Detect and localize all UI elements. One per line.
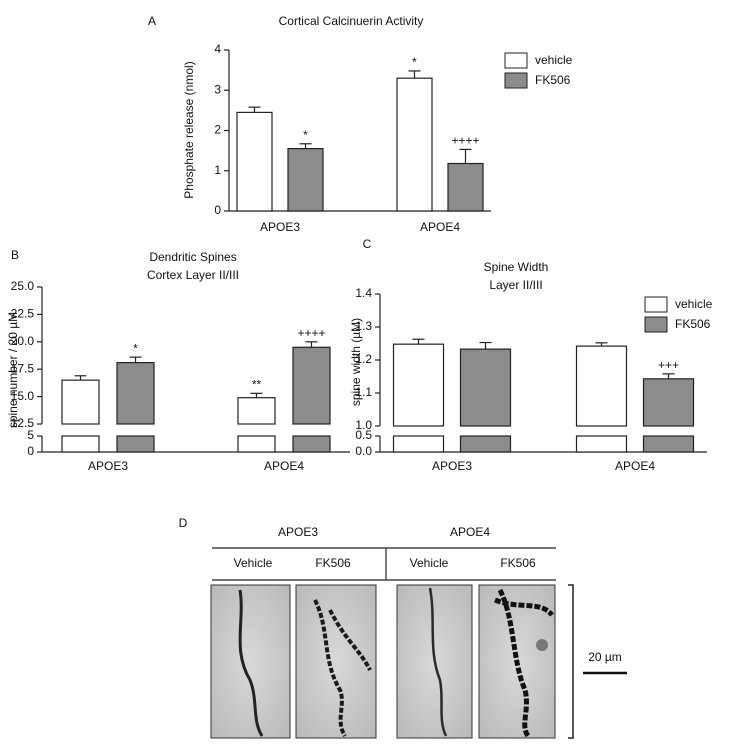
panel-letter: A — [148, 14, 156, 28]
bar-stub — [459, 435, 512, 453]
chart-title: Spine Width — [484, 260, 549, 274]
bar — [287, 148, 324, 212]
y-tick-label: 20.0 — [11, 334, 35, 348]
bar-stub — [392, 435, 445, 453]
chart-title: Cortical Calcinuerin Activity — [279, 14, 424, 28]
scale-bar-label: 20 µm — [588, 650, 622, 664]
legend-swatch — [644, 296, 668, 313]
y-tick-label: 0 — [214, 203, 221, 217]
chart-title: Layer II/III — [489, 278, 542, 292]
significance-label: * — [412, 55, 417, 69]
group-label: APOE3 — [278, 525, 318, 539]
column-label: FK506 — [500, 556, 536, 570]
y-tick-label: 0.0 — [355, 444, 372, 458]
y-tick-label: 25.0 — [11, 279, 35, 293]
bar-stub — [237, 435, 276, 453]
y-tick-label: 22.5 — [11, 307, 35, 321]
bar — [292, 346, 331, 425]
bar-stub — [642, 435, 695, 453]
legend-swatch — [504, 72, 528, 89]
panel-d-frame — [210, 547, 627, 739]
bar — [237, 397, 276, 425]
bar — [459, 348, 512, 427]
x-tick-label: APOE4 — [420, 220, 460, 234]
x-tick-label: APOE4 — [264, 459, 304, 473]
x-tick-label: APOE3 — [260, 220, 300, 234]
bar — [236, 111, 273, 212]
significance-label: ++++ — [451, 134, 479, 148]
bar-stub — [292, 435, 331, 453]
bar-stub — [575, 435, 628, 453]
y-axis-label: spine number / 20 µM — [6, 312, 20, 428]
y-tick-label: 1.1 — [355, 385, 372, 399]
bar-stub — [116, 435, 155, 453]
y-tick-label: 0 — [27, 444, 34, 458]
y-tick-label: 1.4 — [355, 286, 372, 300]
legend-label: FK506 — [675, 317, 711, 331]
column-label: FK506 — [315, 556, 351, 570]
legend-label: FK506 — [535, 73, 571, 87]
y-tick-label: 17.5 — [11, 361, 35, 375]
y-tick-label: 15.0 — [11, 389, 35, 403]
significance-label: * — [133, 341, 138, 355]
y-tick-label: 5 — [27, 428, 34, 442]
y-tick-label: 12.5 — [11, 416, 35, 430]
y-tick-label: 1.3 — [355, 319, 372, 333]
chart-title: Dendritic Spines — [149, 250, 236, 264]
bar — [642, 378, 695, 427]
y-axis-label: Phosphate release (nmol) — [182, 61, 196, 198]
bar — [116, 362, 155, 425]
y-tick-label: 4 — [214, 42, 221, 56]
significance-label: +++ — [658, 358, 679, 372]
chart-title: Cortex Layer II/III — [147, 268, 239, 282]
bar — [392, 343, 445, 427]
legend-label: vehicle — [675, 297, 713, 311]
significance-label: * — [303, 128, 308, 142]
legend-label: vehicle — [535, 53, 573, 67]
y-tick-label: 0.5 — [355, 428, 372, 442]
y-tick-label: 1.0 — [355, 418, 372, 432]
y-tick-label: 2 — [214, 123, 221, 137]
column-label: Vehicle — [410, 556, 449, 570]
y-tick-label: 3 — [214, 82, 221, 96]
panel-letter: D — [179, 516, 188, 530]
significance-label: ++++ — [297, 326, 325, 340]
x-tick-label: APOE3 — [432, 459, 472, 473]
y-tick-label: 1.2 — [355, 352, 372, 366]
x-tick-label: APOE3 — [88, 459, 128, 473]
panel-letter: B — [11, 248, 19, 262]
column-label: Vehicle — [234, 556, 273, 570]
y-tick-label: 1 — [214, 163, 221, 177]
legend-swatch — [504, 52, 528, 69]
x-tick-label: APOE4 — [615, 459, 655, 473]
bar — [575, 345, 628, 427]
bar — [447, 162, 484, 212]
group-label: APOE4 — [450, 525, 490, 539]
bar — [396, 77, 433, 212]
panel-letter: C — [363, 237, 372, 251]
bar — [61, 379, 100, 425]
y-axis-label: spine width (µM) — [349, 318, 363, 406]
significance-label: ** — [252, 377, 262, 391]
bar-stub — [61, 435, 100, 453]
legend-swatch — [644, 316, 668, 333]
